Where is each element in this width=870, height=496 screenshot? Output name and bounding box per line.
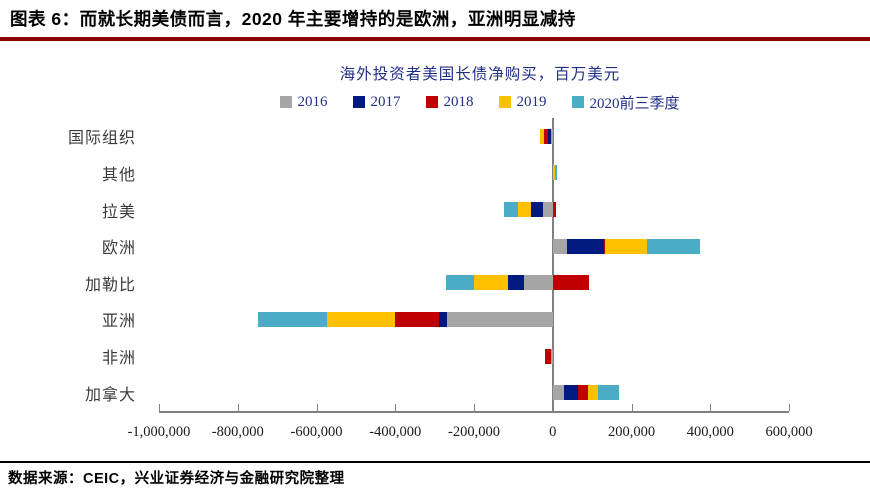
x-axis-tick-label: -200,000: [448, 424, 500, 440]
chart-title: 海外投资者美国长债净购买，百万美元: [339, 66, 621, 83]
x-axis-tick: [710, 404, 712, 411]
zero-axis-line: [551, 118, 554, 411]
bar-segment: [523, 275, 553, 291]
bar-segment: [552, 275, 590, 291]
legend-label: 2017: [370, 93, 401, 110]
x-axis-tick-label: 600,000: [765, 424, 813, 440]
category-label: 加拿大: [84, 386, 136, 404]
bar-segment: [258, 311, 328, 327]
bar-segment: [646, 238, 700, 254]
page-title: 图表 6：而就长期美债而言，2020 年主要增持的是欧洲，亚洲明显减持: [10, 9, 576, 29]
bar-segment: [517, 202, 532, 218]
category-label: 欧洲: [101, 240, 136, 258]
bar-segment: [564, 385, 578, 401]
bar-segment: [447, 311, 553, 327]
bar-segment: [550, 128, 553, 144]
header-rule: [0, 37, 870, 41]
legend-swatch-icon: [280, 96, 293, 108]
legend-item: 2018: [426, 94, 473, 111]
x-axis-tick: [237, 404, 239, 411]
bar-segment: [552, 238, 567, 254]
legend-label: 2018: [443, 93, 474, 110]
bar-segment: [543, 128, 548, 144]
bar-segment: [507, 275, 524, 291]
x-axis-tick: [316, 404, 318, 411]
bar-segment: [551, 348, 553, 364]
legend-label: 2016: [297, 93, 328, 110]
legend-swatch-icon: [426, 96, 439, 108]
legend-label: 2019: [516, 93, 547, 110]
legend-item: 2019: [499, 94, 546, 111]
bar-segment: [438, 311, 448, 327]
x-axis-tick-label: 200,000: [607, 424, 656, 440]
x-axis-tick: [474, 404, 475, 411]
bar-segment: [531, 202, 543, 218]
x-axis-tick-label: -800,000: [211, 424, 264, 440]
legend-swatch-icon: [572, 96, 585, 108]
bar-segment: [542, 202, 553, 218]
bar-segment: [605, 238, 647, 254]
x-axis-tick: [159, 404, 160, 411]
bar-segment: [552, 165, 555, 181]
x-axis-tick-label: -1,000,000: [127, 424, 191, 440]
category-label: 非洲: [101, 350, 136, 368]
category-label: 拉美: [101, 203, 136, 221]
bar-segment: [395, 311, 439, 327]
footer-rule: [0, 461, 870, 463]
x-axis-tick: [552, 404, 554, 411]
x-axis-tick: [395, 404, 397, 411]
bar-segment: [566, 238, 604, 254]
x-axis-tick-label: -600,000: [290, 424, 343, 440]
x-axis-tick-label: 400,000: [686, 424, 734, 440]
bar-segment: [473, 275, 508, 291]
x-axis-tick: [789, 404, 790, 411]
category-label: 亚洲: [101, 313, 136, 331]
bar-segment: [504, 202, 518, 218]
x-axis-tick: [631, 404, 633, 411]
bar-segment: [545, 348, 552, 364]
legend-label: 2020前三季度: [589, 95, 680, 112]
category-label: 加勒比: [84, 276, 136, 294]
bar-segment: [598, 385, 619, 401]
bar-segment: [577, 385, 588, 401]
bar-segment: [552, 385, 565, 401]
plot-area: -1,000,000 -800,000 -600,000 -400,000 -200,0…: [128, 118, 813, 440]
x-axis-tick-label: -400,000: [369, 424, 422, 440]
data-source: 数据来源：CEIC，兴业证券经济与金融研究院整理: [8, 471, 345, 487]
legend-item: 2017: [353, 94, 400, 111]
legend-item: 2020前三季度: [572, 92, 680, 113]
category-label: 国际组织: [67, 130, 136, 148]
bar-segment: [554, 165, 558, 181]
bar-segment: [539, 128, 544, 144]
bar-segment: [327, 311, 396, 327]
bar-segment: [547, 128, 551, 144]
bar-segment: [446, 275, 474, 291]
x-axis-tick-label: 0: [549, 424, 557, 440]
category-axis: 国际组织其他拉美欧洲加勒比亚洲非洲加拿大: [0, 118, 150, 411]
chart-legend: 2016 2017 2018 2019 2020前三季度: [130, 92, 830, 112]
category-label: 其他: [101, 166, 136, 184]
bar-segment: [587, 385, 599, 401]
legend-swatch-icon: [353, 96, 366, 108]
bar-segment: [603, 238, 606, 254]
bar-segment: [552, 202, 556, 218]
legend-swatch-icon: [499, 96, 512, 108]
legend-item: 2016: [280, 94, 327, 111]
